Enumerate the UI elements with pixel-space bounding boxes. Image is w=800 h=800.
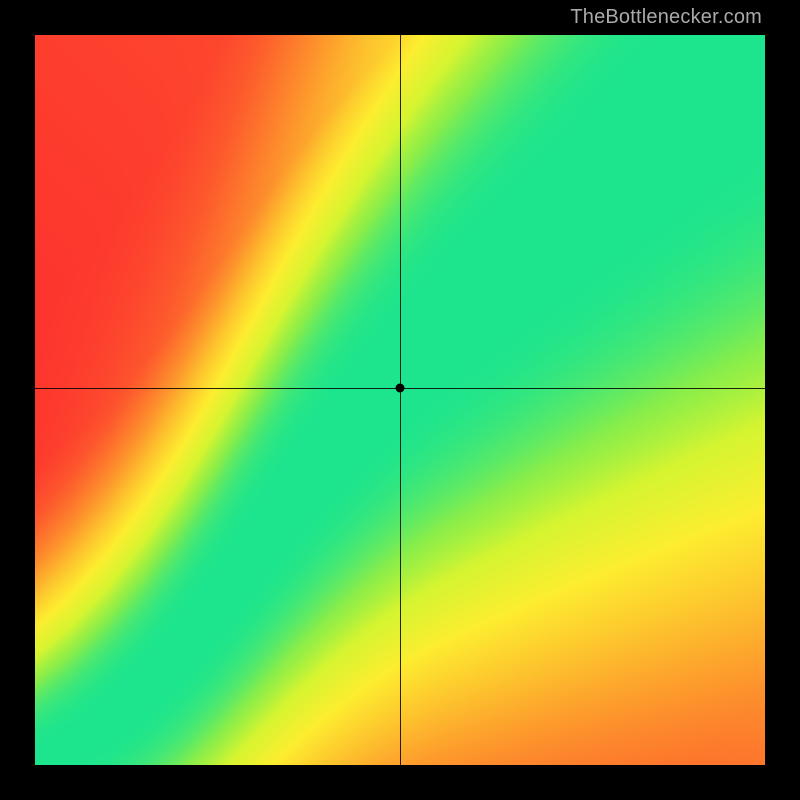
bottleneck-heatmap <box>35 35 765 765</box>
crosshair-vertical <box>400 35 401 765</box>
selection-marker <box>396 383 405 392</box>
watermark-text: TheBottlenecker.com <box>570 6 762 29</box>
